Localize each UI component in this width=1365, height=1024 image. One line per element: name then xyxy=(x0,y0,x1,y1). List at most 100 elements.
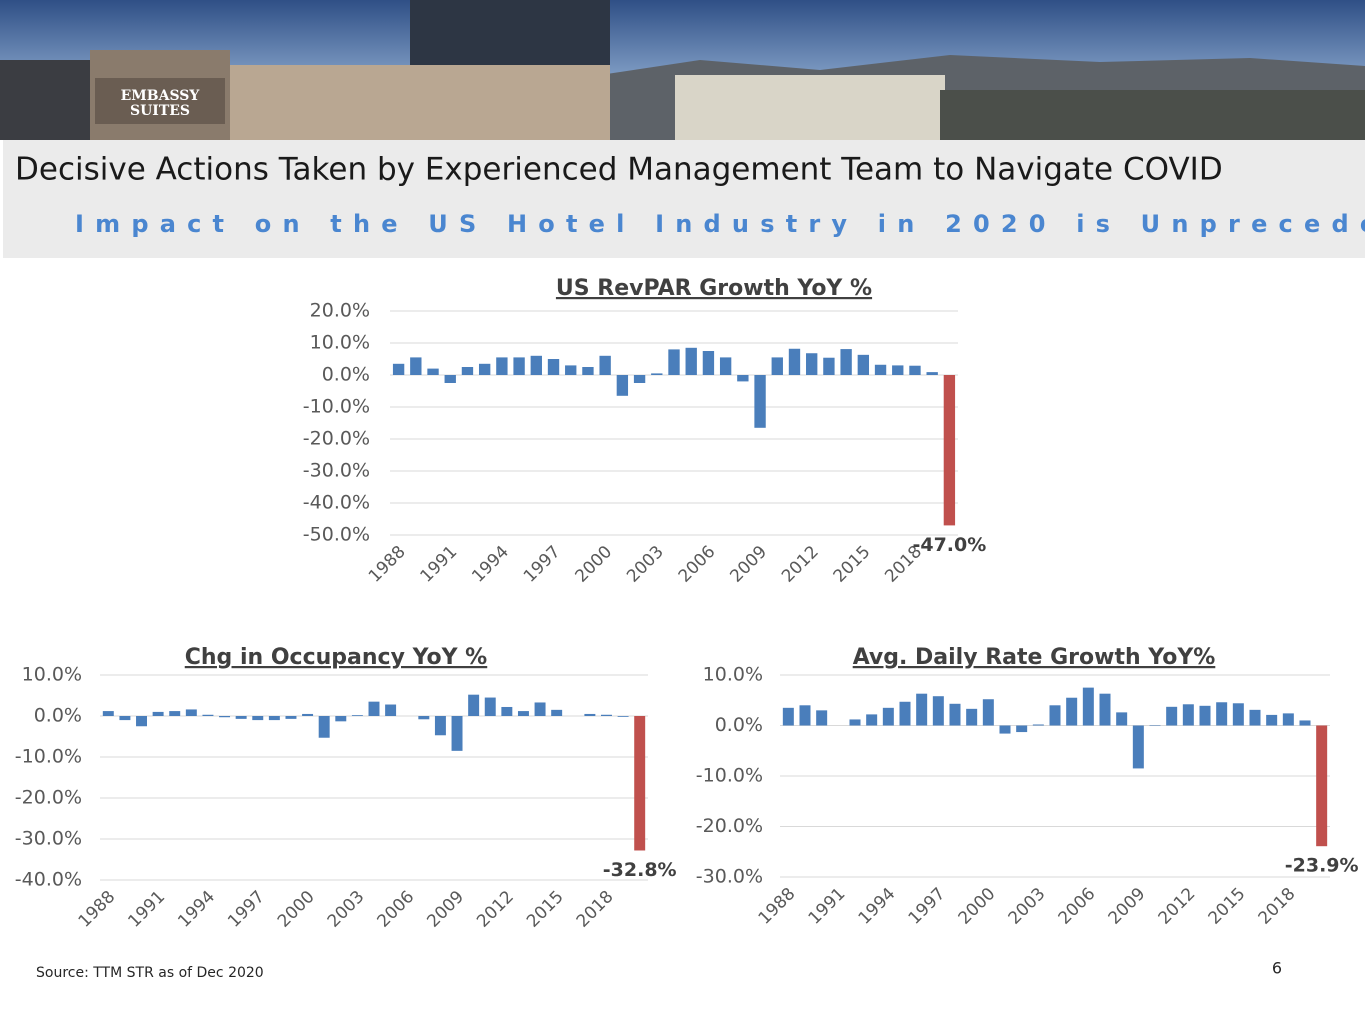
bar xyxy=(982,699,994,726)
bar xyxy=(1132,725,1144,769)
y-tick-label: 0.0% xyxy=(34,705,82,727)
bar xyxy=(285,716,297,719)
bar xyxy=(496,357,508,375)
bar xyxy=(754,375,766,428)
bar xyxy=(434,716,446,736)
bar xyxy=(1316,725,1328,847)
bar xyxy=(478,363,491,375)
y-tick-label: 0.0% xyxy=(322,364,370,386)
x-tick-label: 2000 xyxy=(571,542,616,587)
bar xyxy=(874,364,887,375)
bar xyxy=(949,703,961,726)
y-tick-label: -40.0% xyxy=(303,492,370,514)
source-note: Source: TTM STR as of Dec 2020 xyxy=(36,965,264,981)
bar xyxy=(737,375,749,382)
x-tick-label: 1988 xyxy=(365,542,410,587)
bar xyxy=(252,716,264,721)
x-tick-label: 2015 xyxy=(1205,884,1250,929)
bar xyxy=(565,365,577,375)
bar xyxy=(385,704,397,716)
x-tick-label: 2009 xyxy=(1105,884,1150,929)
slide-title: Decisive Actions Taken by Experienced Ma… xyxy=(15,152,1223,188)
y-tick-label: 10.0% xyxy=(22,664,82,686)
value-label: -32.8% xyxy=(603,859,677,881)
y-tick-label: -10.0% xyxy=(15,746,82,768)
bar xyxy=(633,375,646,383)
x-tick-label: 2009 xyxy=(423,887,468,932)
bar xyxy=(185,709,197,716)
x-tick-label: 2012 xyxy=(778,542,823,587)
x-tick-label: 2018 xyxy=(573,887,618,932)
bar xyxy=(899,701,911,726)
bar xyxy=(551,709,563,716)
banner-photo: EMBASSY SUITES xyxy=(0,0,1365,140)
x-tick-label: 2009 xyxy=(726,542,771,587)
bar xyxy=(1099,693,1111,726)
bar xyxy=(866,714,878,726)
bar xyxy=(857,354,870,375)
x-tick-label: 2012 xyxy=(473,887,518,932)
bar xyxy=(840,349,852,375)
bar xyxy=(517,711,529,716)
y-tick-label: -40.0% xyxy=(15,869,82,891)
x-tick-label: 1997 xyxy=(520,542,565,587)
x-tick-label: 1991 xyxy=(805,884,850,929)
bar xyxy=(530,355,542,375)
y-tick-label: -20.0% xyxy=(696,815,763,837)
bar xyxy=(1232,703,1244,726)
x-tick-label: 1991 xyxy=(417,542,462,587)
x-tick-label: 2003 xyxy=(324,887,369,932)
bar xyxy=(601,714,612,716)
x-tick-label: 1997 xyxy=(905,884,950,929)
chart-title: Chg in Occupancy YoY % xyxy=(185,645,487,670)
bar xyxy=(882,707,894,726)
bar xyxy=(418,716,430,720)
y-tick-label: -30.0% xyxy=(303,460,370,482)
bar xyxy=(771,357,783,375)
bar xyxy=(999,725,1011,734)
bar xyxy=(582,367,594,375)
bar xyxy=(318,716,330,738)
bar xyxy=(1032,724,1044,726)
bar xyxy=(468,694,480,716)
bar xyxy=(302,713,314,716)
bar xyxy=(219,716,231,718)
x-tick-label: 1988 xyxy=(755,884,800,929)
bar xyxy=(788,348,801,375)
x-tick-label: 2000 xyxy=(274,887,319,932)
x-tick-label: 2018 xyxy=(1255,884,1300,929)
x-tick-label: 2006 xyxy=(675,542,720,587)
bar xyxy=(806,353,818,375)
bar xyxy=(1082,687,1094,726)
bar xyxy=(1049,705,1061,726)
y-tick-label: -10.0% xyxy=(696,765,763,787)
bar xyxy=(451,716,463,751)
bar xyxy=(651,373,663,375)
x-tick-label: 2015 xyxy=(830,542,875,587)
sign-text: EMBASSY xyxy=(121,88,201,104)
y-tick-label: -30.0% xyxy=(696,866,763,888)
bar xyxy=(1216,702,1228,726)
bar xyxy=(501,706,513,716)
bar xyxy=(799,705,811,726)
bar xyxy=(152,711,164,716)
y-tick-label: -30.0% xyxy=(15,828,82,850)
bar xyxy=(599,355,611,375)
y-tick-label: 10.0% xyxy=(703,664,763,686)
y-tick-label: -10.0% xyxy=(303,396,370,418)
value-label: -23.9% xyxy=(1285,855,1359,877)
bar xyxy=(668,349,680,375)
bar xyxy=(102,711,114,716)
title-band xyxy=(3,140,1365,258)
x-tick-label: 2015 xyxy=(523,887,568,932)
bar xyxy=(351,715,363,716)
bar xyxy=(634,716,646,851)
bar xyxy=(513,357,525,375)
x-tick-label: 1988 xyxy=(75,887,120,932)
x-tick-label: 1994 xyxy=(855,884,900,929)
value-label: -47.0% xyxy=(912,534,986,556)
bar xyxy=(702,351,715,375)
bar xyxy=(547,359,560,375)
bar xyxy=(584,713,596,716)
